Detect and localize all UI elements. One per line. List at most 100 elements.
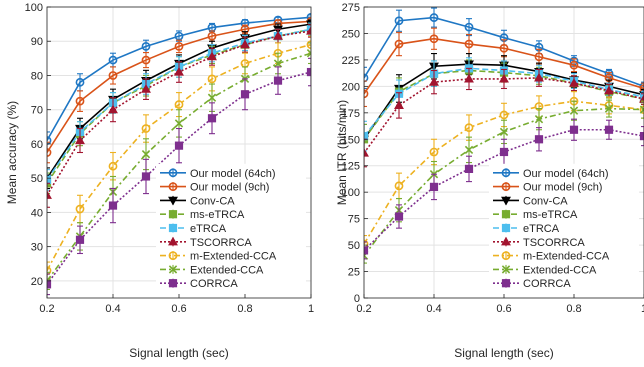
data-point: [306, 52, 311, 58]
data-point: [639, 92, 644, 102]
legend-marker: [168, 223, 178, 233]
x-tick-label: 0.8: [237, 303, 252, 315]
data-point: [499, 110, 509, 120]
legend-label: Our model (9ch): [190, 182, 269, 194]
legend-item: TSCORRCA: [493, 236, 585, 249]
legend-item: ms-eTRCA: [160, 209, 245, 221]
data-point: [75, 204, 85, 214]
data-point: [207, 31, 217, 41]
data-point: [499, 43, 509, 53]
data-point: [569, 78, 579, 87]
data-point: [639, 105, 644, 115]
series-line: [47, 43, 311, 271]
series-9: [364, 118, 644, 260]
data-point: [108, 161, 118, 171]
legend-box: [489, 163, 639, 294]
legend-label: eTRCA: [523, 223, 560, 235]
y-tick-label: 250: [342, 28, 360, 40]
data-point: [207, 114, 217, 123]
legend-item: TSCORRCA: [160, 236, 252, 249]
legend-item: Our model (9ch): [493, 182, 602, 194]
y-tick-label: 100: [25, 2, 43, 14]
series-6: [364, 67, 644, 168]
legend-label: Conv-CA: [190, 195, 235, 207]
legend-marker: [501, 236, 511, 246]
data-point: [429, 77, 439, 86]
legend-label: Conv-CA: [523, 195, 568, 207]
y-tick-label: 70: [31, 105, 43, 117]
series-line: [364, 16, 644, 88]
legend-marker: [501, 196, 511, 206]
data-point: [108, 71, 118, 80]
y-axis-title: Mean accuracy (%): [5, 101, 19, 204]
legend-label: eTRCA: [190, 223, 227, 235]
series-line: [47, 20, 311, 153]
data-point: [240, 39, 250, 49]
legend-label: m-Extended-CCA: [190, 251, 277, 263]
legend-marker: [168, 251, 178, 260]
data-point: [75, 135, 85, 145]
legend: Our model (64ch) Our model (9ch)Conv-CA ms…: [156, 163, 306, 294]
data-point: [364, 239, 369, 249]
y-tick-label: 40: [31, 207, 43, 219]
data-point: [464, 39, 474, 49]
data-point: [534, 72, 544, 82]
y-tick-label: 100: [342, 187, 360, 199]
plot-area: [47, 12, 311, 296]
ticks: 0.2 0.4 0.6 0.8 1 20 30 40 50 60 70 80 90 100: [25, 2, 314, 315]
legend-item: Our model (64ch): [493, 168, 609, 180]
data-point: [207, 93, 217, 102]
data-point: [273, 30, 283, 40]
data-point: [464, 164, 474, 174]
x-tick-label: 0.4: [105, 303, 120, 315]
data-point: [464, 123, 474, 133]
series-line: [364, 37, 644, 95]
data-point: [394, 100, 404, 110]
data-point: [141, 172, 151, 181]
legend-marker: [168, 210, 178, 219]
legend-label: Extended-CCA: [190, 264, 264, 276]
data-point: [534, 135, 544, 144]
data-point: [639, 105, 644, 111]
data-point: [108, 201, 118, 210]
data-point: [75, 77, 85, 87]
data-point: [604, 125, 614, 134]
legend-item: CORRCA: [160, 278, 238, 290]
data-point: [141, 84, 151, 93]
legend-item: CORRCA: [493, 278, 571, 290]
legend: Our model (64ch) Our model (9ch)Conv-CA ms…: [489, 163, 639, 294]
legend-item: eTRCA: [493, 223, 560, 235]
legend-label: Our model (64ch): [190, 168, 276, 180]
data-point: [364, 147, 369, 157]
legend-marker: [168, 236, 178, 246]
plot-area: [364, 7, 644, 264]
legend-item: m-Extended-CCA: [160, 251, 277, 263]
legend-marker: [501, 251, 511, 260]
legend-label: TSCORRCA: [523, 237, 585, 249]
x-tick-label: 0.8: [566, 303, 581, 315]
data-point: [604, 104, 614, 113]
data-point: [534, 115, 544, 124]
data-point: [75, 235, 85, 244]
data-point: [174, 66, 184, 76]
data-point: [499, 73, 509, 83]
y-tick-label: 200: [342, 81, 360, 93]
data-point: [306, 49, 311, 55]
legend-marker: [501, 168, 511, 178]
x-tick-label: 0.2: [39, 303, 54, 315]
y-tick-label: 25: [348, 267, 360, 279]
y-tick-label: 275: [342, 2, 360, 14]
data-point: [429, 34, 439, 44]
data-point: [464, 145, 474, 155]
data-point: [604, 85, 614, 95]
data-point: [429, 147, 439, 157]
data-point: [141, 55, 151, 65]
series-line: [364, 100, 644, 245]
x-axis-title: Signal length (sec): [454, 346, 553, 360]
series-line: [47, 16, 311, 141]
y-tick-label: 125: [342, 161, 360, 173]
data-point: [207, 51, 217, 61]
data-point: [108, 55, 118, 65]
